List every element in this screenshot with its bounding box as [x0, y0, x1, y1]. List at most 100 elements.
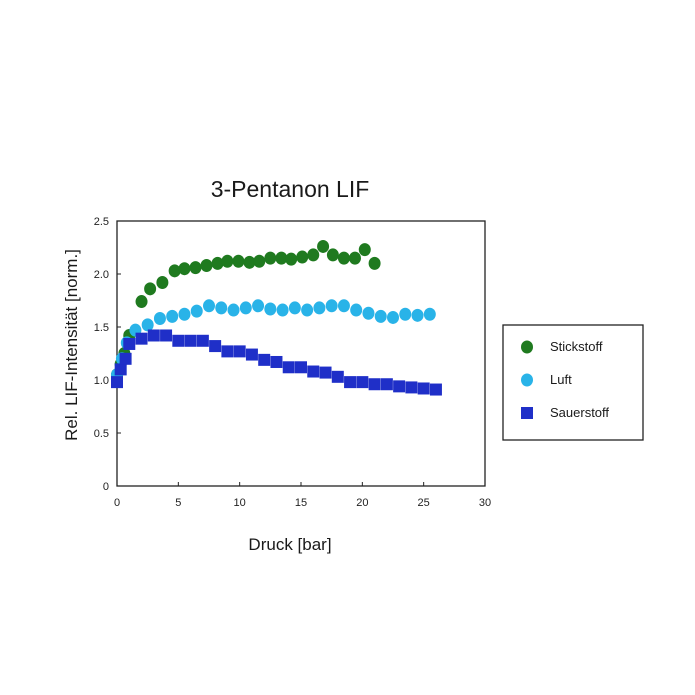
x-tick-label: 30 [479, 497, 491, 509]
x-tick-label: 5 [175, 497, 181, 509]
point-luft [399, 307, 412, 321]
point-stickstoff [221, 254, 234, 268]
x-axis-label: Druck [bar] [248, 535, 331, 554]
point-sauerstoff [380, 378, 393, 391]
point-stickstoff [156, 275, 169, 289]
point-sauerstoff [233, 345, 246, 358]
point-stickstoff [144, 282, 157, 296]
point-sauerstoff [172, 334, 185, 347]
point-luft [252, 299, 265, 313]
point-sauerstoff [114, 363, 127, 376]
point-sauerstoff [319, 366, 332, 379]
point-stickstoff [189, 261, 202, 275]
point-luft [374, 309, 387, 323]
point-luft [423, 307, 436, 321]
point-sauerstoff [135, 332, 148, 345]
point-luft [337, 299, 350, 313]
point-sauerstoff [196, 334, 209, 347]
legend-label-luft: Luft [550, 372, 572, 387]
point-stickstoff [337, 251, 350, 265]
y-tick-label: 0 [103, 481, 109, 493]
point-sauerstoff [160, 329, 173, 342]
point-sauerstoff [123, 337, 136, 350]
x-tick-label: 15 [295, 497, 307, 509]
point-sauerstoff [282, 361, 295, 374]
legend-marker-luft [521, 373, 533, 387]
point-luft [178, 307, 191, 321]
point-luft [350, 303, 363, 317]
point-stickstoff [211, 256, 224, 270]
point-luft [301, 303, 314, 317]
y-tick-label: 2.5 [94, 216, 109, 228]
y-tick-label: 1.5 [94, 322, 109, 334]
point-stickstoff [368, 256, 381, 270]
x-tick-label: 20 [356, 497, 368, 509]
point-luft [411, 308, 424, 322]
x-axis: 0 5 10 15 20 25 30 [114, 482, 491, 509]
point-sauerstoff [344, 376, 357, 389]
point-sauerstoff [295, 361, 307, 374]
point-luft [239, 301, 252, 315]
point-stickstoff [135, 295, 148, 309]
point-sauerstoff [245, 348, 258, 361]
point-stickstoff [358, 243, 371, 257]
point-stickstoff [253, 254, 266, 268]
point-luft [288, 301, 301, 315]
point-sauerstoff [429, 383, 442, 396]
point-stickstoff [275, 251, 288, 265]
y-tick-label: 0.5 [94, 428, 109, 440]
point-luft [264, 302, 277, 316]
point-stickstoff [307, 248, 320, 262]
point-luft [325, 299, 338, 313]
legend: Stickstoff Luft Sauerstoff [502, 324, 644, 441]
legend-marker-sauerstoff [521, 407, 533, 419]
y-tick-label: 1.0 [94, 375, 109, 387]
point-luft [227, 303, 240, 317]
point-luft [387, 310, 399, 324]
point-stickstoff [178, 262, 191, 276]
point-stickstoff [317, 239, 330, 253]
point-stickstoff [232, 254, 245, 268]
x-tick-label: 25 [418, 497, 430, 509]
point-sauerstoff [209, 340, 222, 353]
point-luft [190, 304, 203, 318]
point-stickstoff [296, 250, 309, 264]
point-sauerstoff [258, 353, 271, 366]
point-luft [362, 306, 375, 320]
legend-label-stickstoff: Stickstoff [550, 339, 603, 354]
point-luft [215, 301, 228, 315]
point-stickstoff [326, 248, 339, 262]
chart-title: 3-Pentanon LIF [211, 176, 370, 202]
point-stickstoff [168, 264, 181, 278]
x-tick-label: 0 [114, 497, 120, 509]
data-points [111, 239, 442, 396]
y-axis: 0 0.5 1.0 1.5 2.0 2.5 [94, 216, 121, 493]
point-stickstoff [200, 259, 213, 273]
point-sauerstoff [147, 329, 160, 342]
point-sauerstoff [221, 345, 234, 358]
x-tick-label: 10 [234, 497, 246, 509]
point-stickstoff [243, 255, 256, 269]
point-sauerstoff [111, 376, 123, 389]
legend-label-sauerstoff: Sauerstoff [550, 405, 609, 420]
point-luft [203, 299, 215, 313]
point-sauerstoff [393, 380, 406, 393]
y-tick-label: 2.0 [94, 269, 109, 281]
point-stickstoff [264, 251, 277, 265]
point-sauerstoff [307, 365, 320, 378]
point-luft [313, 301, 326, 315]
y-axis-label: Rel. LIF-Intensität [norm.] [62, 249, 81, 441]
series-sauerstoff [111, 329, 442, 396]
point-stickstoff [348, 251, 361, 265]
point-sauerstoff [331, 370, 344, 383]
point-sauerstoff [368, 378, 381, 391]
point-sauerstoff [405, 381, 418, 394]
point-luft [141, 318, 154, 332]
point-luft [166, 309, 179, 323]
point-sauerstoff [417, 382, 430, 395]
point-luft [276, 303, 289, 317]
legend-marker-stickstoff [521, 340, 533, 354]
point-sauerstoff [356, 376, 369, 389]
point-stickstoff [285, 252, 298, 266]
